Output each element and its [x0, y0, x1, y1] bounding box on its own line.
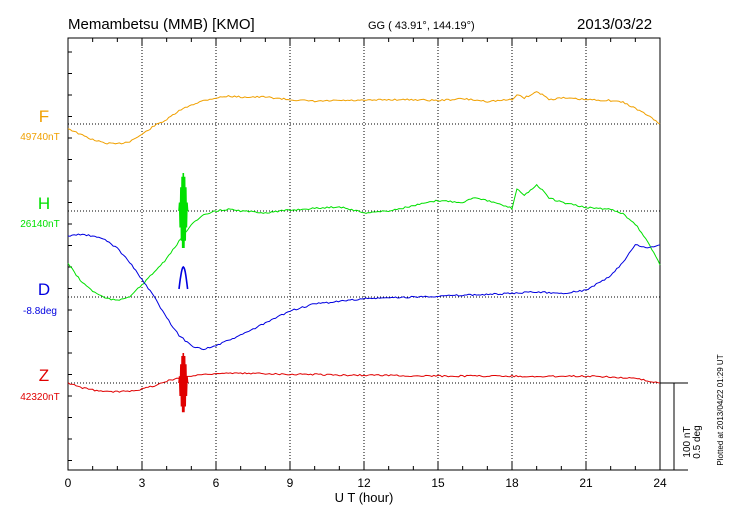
spike-Z — [178, 352, 189, 413]
scale-label-nt: 100 nT — [682, 426, 693, 457]
trace-H — [67, 183, 661, 301]
plot-date: 2013/03/22 — [577, 16, 652, 33]
traces — [67, 91, 661, 413]
x-tick-label: 15 — [431, 476, 445, 490]
series-name-D: D — [38, 280, 50, 299]
scale-label-deg: 0.5 deg — [692, 425, 703, 458]
x-axis-label: U T (hour) — [335, 490, 394, 505]
x-tick-label: 18 — [505, 476, 519, 490]
x-tick-label: 12 — [357, 476, 371, 490]
trace-Z — [67, 372, 661, 393]
x-tick-label: 6 — [213, 476, 220, 490]
x-tick-label: 24 — [653, 476, 667, 490]
x-tick-labels: 0 3 6 9 12 15 18 21 24 — [65, 476, 667, 490]
series-labels: F 49740nT H 26140nT D -8.8deg Z 42320nT — [20, 107, 59, 403]
series-baseline-H: 26140nT — [20, 219, 59, 230]
series-name-Z: Z — [39, 366, 49, 385]
station-coords: GG ( 43.91°, 144.19°) — [368, 20, 475, 32]
plotted-timestamp: Plotted at 2013/04/22 01:29 UT — [716, 354, 725, 465]
spike-H — [178, 172, 189, 249]
series-name-F: F — [39, 107, 49, 126]
spike-D — [178, 265, 189, 290]
trace-D — [67, 233, 661, 351]
x-tick-label: 0 — [65, 476, 72, 490]
trace-F — [67, 91, 661, 145]
grid — [68, 38, 660, 470]
x-tick-label: 3 — [139, 476, 146, 490]
series-baseline-D: -8.8deg — [23, 306, 57, 317]
x-tick-label: 9 — [287, 476, 294, 490]
axis-ticks — [67, 38, 661, 470]
series-baseline-Z: 42320nT — [20, 392, 59, 403]
series-baseline-F: 49740nT — [20, 132, 59, 143]
series-name-H: H — [38, 194, 50, 213]
x-tick-label: 21 — [579, 476, 593, 490]
station-title: Memambetsu (MMB) [KMO] — [68, 16, 255, 33]
